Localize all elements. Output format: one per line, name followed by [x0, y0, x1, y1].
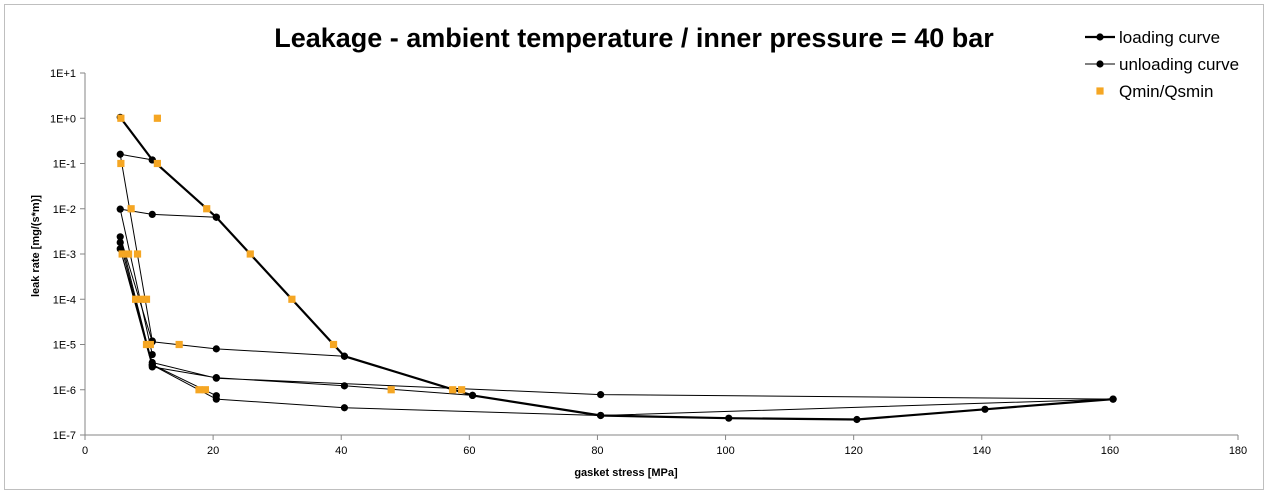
series-unloading-curve: [116, 150, 1117, 420]
legend: loading curve unloading curve Qmin/Qsmin: [1085, 28, 1239, 101]
plot-area: 0 20 40 60 80 100 120 140 160 180 1E-7 1E-6 1E-5 1E-4…: [50, 68, 1247, 457]
qmin-qsmin-point: [127, 205, 135, 213]
loading-curve-point: [981, 405, 989, 413]
x-tick-label: 120: [844, 445, 862, 457]
y-axis-label: leak rate [mg/(s*m)]: [30, 195, 42, 297]
unloading-curve-line: [119, 153, 153, 341]
qmin-qsmin-point: [138, 295, 146, 303]
unloading-curve-point: [148, 210, 156, 219]
qmin-qsmin-point: [133, 250, 142, 258]
qmin-qsmin-point: [146, 340, 154, 349]
unloading-curve-point: [597, 391, 605, 399]
legend-marker-unloading-curve: [1096, 60, 1104, 68]
unloading-curve-point: [340, 404, 349, 412]
unloading-curve-point: [212, 345, 220, 353]
chart-svg: Leakage - ambient temperature / inner pr…: [30, 23, 1247, 479]
x-tick-label: 60: [463, 445, 475, 457]
x-tick-label: 20: [207, 445, 219, 457]
legend-label-loading-curve: loading curve: [1119, 28, 1220, 47]
unloading-curve-point: [1109, 395, 1117, 403]
y-tick-label: 1E+0: [50, 113, 76, 125]
qmin-qsmin-point: [387, 386, 395, 394]
x-tick-label: 160: [1101, 445, 1119, 457]
qmin-qsmin-point: [132, 295, 140, 303]
qmin-qsmin-point: [175, 340, 183, 349]
unloading-curve-point: [468, 391, 477, 400]
qmin-qsmin-point: [124, 250, 133, 258]
x-tick-label: 0: [82, 445, 88, 457]
unloading-curve-point: [212, 374, 220, 382]
unloading-curve-point: [116, 238, 124, 247]
qmin-qsmin-point: [329, 340, 338, 349]
legend-marker-qmin-qsmin: [1096, 87, 1104, 95]
loading-curve-point: [853, 415, 861, 424]
y-tick-label: 1E-3: [53, 249, 76, 261]
qmin-qsmin-point: [246, 250, 254, 258]
y-tick-label: 1E-7: [53, 430, 76, 442]
qmin-qsmin-point: [288, 295, 296, 303]
x-tick-label: 180: [1229, 445, 1247, 457]
legend-marker-loading-curve: [1096, 33, 1104, 41]
y-tick-label: 1E-6: [53, 385, 76, 397]
y-tick-label: 1E-5: [53, 340, 76, 352]
unloading-curve-point: [212, 395, 220, 403]
qmin-qsmin-point: [458, 386, 466, 394]
unloading-curve-point: [116, 233, 124, 241]
unloading-curve-line: [119, 242, 1114, 416]
qmin-qsmin-point: [153, 114, 161, 122]
x-axis-label: gasket stress [MPa]: [574, 467, 678, 479]
qmin-qsmin-point: [118, 250, 126, 258]
unloading-curve-point: [148, 361, 156, 369]
qmin-qsmin-point: [142, 295, 151, 303]
unloading-curve-point: [340, 352, 349, 360]
chart-title: Leakage - ambient temperature / inner pr…: [274, 23, 994, 53]
unloading-curve-point: [116, 150, 124, 158]
series-loading-curve: [116, 113, 1117, 424]
legend-label-unloading-curve: unloading curve: [1119, 55, 1239, 74]
unloading-curve-point: [148, 350, 156, 359]
qmin-qsmin-point: [142, 340, 151, 349]
qmin-qsmin-point: [153, 159, 161, 168]
x-tick-label: 40: [335, 445, 347, 457]
unloading-curve-point: [340, 382, 349, 390]
qmin-qsmin-point: [117, 159, 125, 168]
y-tick-label: 1E-2: [53, 204, 76, 216]
x-tick-label: 80: [591, 445, 603, 457]
unloading-curve-point: [212, 213, 220, 221]
loading-curve-line: [119, 116, 1114, 421]
unloading-curve-line: [119, 236, 345, 397]
chart-frame: Leakage - ambient temperature / inner pr…: [4, 4, 1264, 490]
loading-curve-point: [725, 414, 733, 422]
y-tick-label: 1E-1: [53, 159, 76, 171]
series-qmin-qsmin: [117, 114, 466, 394]
legend-label-qmin-qsmin: Qmin/Qsmin: [1119, 82, 1213, 101]
qmin-qsmin-point: [117, 114, 125, 122]
unloading-curve-point: [597, 411, 605, 420]
unloading-curve-line: [119, 208, 217, 355]
qmin-qsmin-point: [201, 386, 210, 394]
unloading-curve-point: [116, 205, 124, 213]
qmin-qsmin-point: [195, 386, 203, 394]
y-tick-label: 1E+1: [50, 68, 76, 80]
x-tick-label: 100: [716, 445, 734, 457]
qmin-qsmin-point: [203, 205, 211, 213]
y-tick-label: 1E-4: [53, 294, 76, 306]
x-tick-label: 140: [973, 445, 991, 457]
qmin-qsmin-point: [449, 386, 457, 394]
